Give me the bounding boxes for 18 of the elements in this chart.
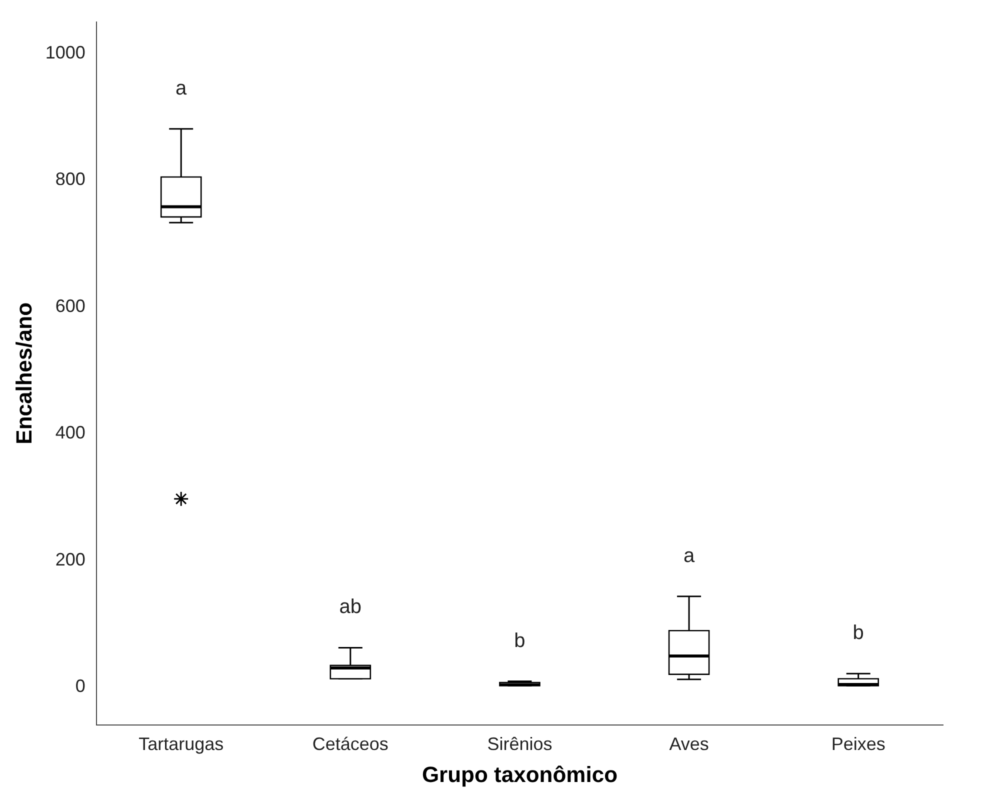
y-tick-label: 600	[55, 296, 86, 316]
y-tick-label: 400	[55, 422, 86, 443]
x-tick-label: Sirênios	[487, 734, 552, 754]
x-axis-title: Grupo taxonômico	[422, 762, 618, 787]
y-axis-title: Encalhes/ano	[11, 302, 36, 444]
x-tick-label: Aves	[669, 734, 709, 754]
x-tick-label: Cetáceos	[312, 734, 388, 754]
y-tick-label: 200	[55, 549, 86, 570]
annotation: b	[514, 630, 526, 652]
annotation: a	[176, 77, 188, 100]
y-tick-label: 1000	[45, 42, 86, 62]
annotation: ab	[339, 596, 362, 618]
y-tick-label: 0	[75, 676, 86, 696]
x-tick-label: Tartarugas	[138, 734, 224, 754]
y-tick-label: 800	[55, 169, 86, 190]
annotation: a	[683, 544, 696, 567]
annotation: b	[852, 622, 864, 644]
x-tick-label: Peixes	[831, 734, 886, 754]
